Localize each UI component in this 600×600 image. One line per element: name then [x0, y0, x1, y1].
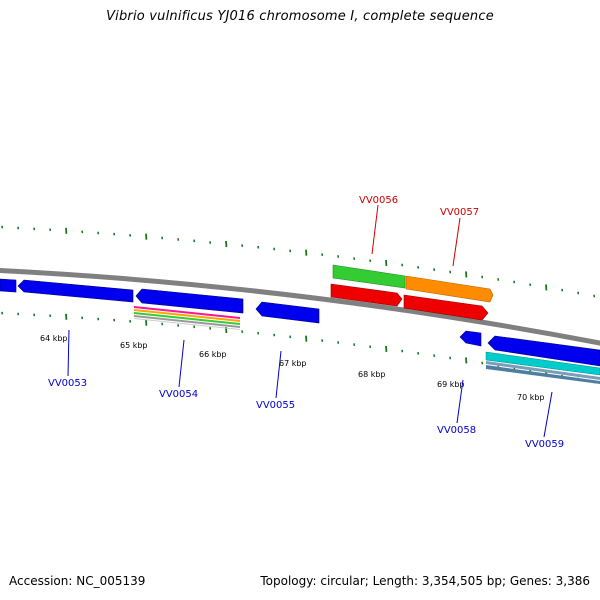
- chromosome-backbone: [0, 268, 600, 346]
- tick-label-64: 64 kbp: [40, 334, 68, 343]
- gene-feature-vv0052-blue[interactable]: [0, 278, 17, 293]
- outer-tick-ring: [1, 225, 596, 298]
- tick-label-69: 69 kbp: [437, 380, 465, 389]
- forward-strand-features: [330, 264, 494, 321]
- tick-label-66: 66 kbp: [199, 350, 227, 359]
- vv0059-feature-stack: [485, 351, 600, 384]
- tick-label-70: 70 kbp: [517, 393, 545, 402]
- gene-feature-vv0056-green[interactable]: [332, 264, 406, 289]
- topology-text: Topology: circular; Length: 3,354,505 bp…: [260, 574, 590, 588]
- tick-label-68: 68 kbp: [358, 370, 386, 379]
- gene-label-vv0058[interactable]: VV0058: [437, 425, 476, 436]
- gene-feature-vv0057-red[interactable]: [403, 294, 489, 321]
- gene-leader-lines: [67, 204, 553, 438]
- gene-feature-vv0056-red[interactable]: [330, 283, 403, 307]
- tick-label-65: 65 kbp: [120, 341, 148, 350]
- gene-feature-vv0054-blue[interactable]: [135, 288, 244, 314]
- accession-text: Accession: NC_005139: [9, 574, 146, 588]
- gene-label-vv0053[interactable]: VV0053: [48, 378, 87, 389]
- gene-label-vv0059[interactable]: VV0059: [525, 439, 564, 450]
- gene-feature-vv0055-blue[interactable]: [255, 301, 320, 324]
- gene-label-vv0054[interactable]: VV0054: [159, 389, 198, 400]
- tick-label-67: 67 kbp: [279, 359, 307, 368]
- gene-feature-vv0058-blue[interactable]: [459, 330, 482, 347]
- reverse-strand-features: [0, 278, 600, 367]
- gene-label-vv0056[interactable]: VV0056: [359, 195, 398, 206]
- gene-feature-vv0059-blue[interactable]: [487, 335, 600, 367]
- vv0054-feature-stack: [134, 306, 240, 330]
- tick-labels: 64 kbp 65 kbp 66 kbp 67 kbp 68 kbp 69 kb…: [40, 334, 545, 402]
- gene-label-vv0057[interactable]: VV0057: [440, 207, 479, 218]
- gene-labels: VV0056 VV0057 VV0053 VV0054 VV0055 VV005…: [48, 195, 564, 450]
- gene-feature-vv0053-blue[interactable]: [17, 279, 134, 303]
- gene-label-vv0055[interactable]: VV0055: [256, 400, 295, 411]
- map-title: Vibrio vulnificus YJ016 chromosome I, co…: [106, 9, 494, 24]
- gene-feature-vv0057-orange[interactable]: [405, 275, 494, 303]
